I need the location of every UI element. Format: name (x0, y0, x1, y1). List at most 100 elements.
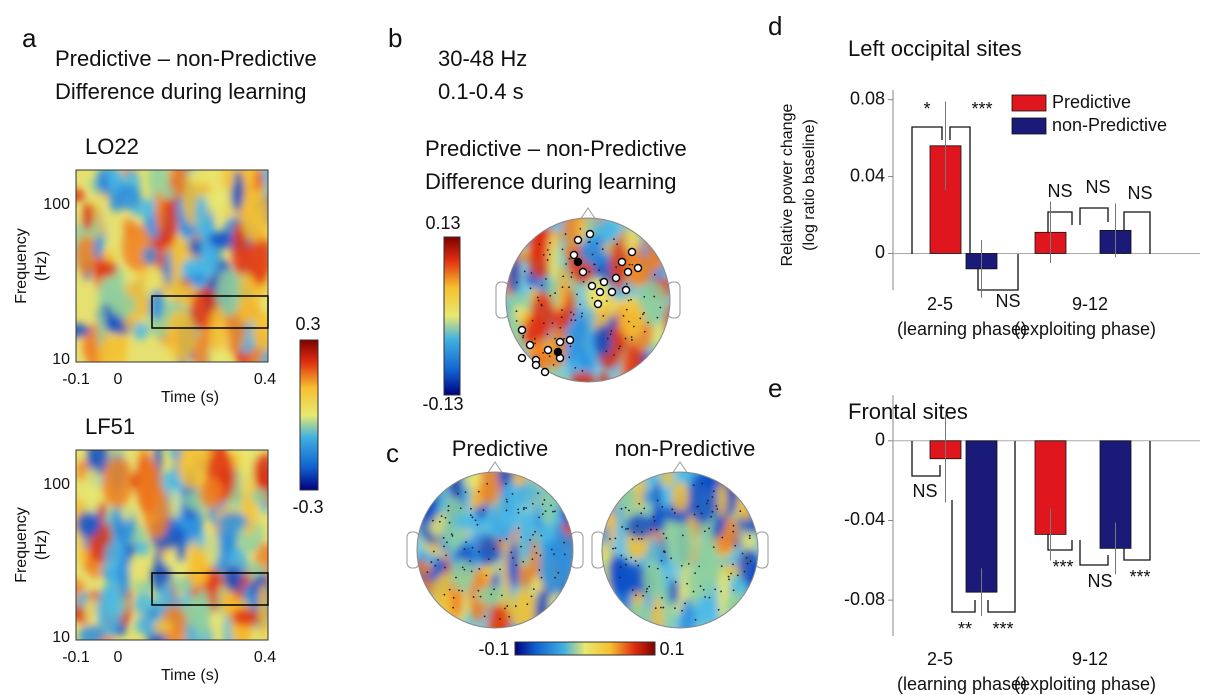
blob (201, 250, 210, 269)
sensor (628, 509, 630, 512)
sensor (620, 554, 623, 557)
significant-sensor (621, 285, 631, 295)
sensor (625, 283, 628, 285)
sensor (601, 248, 604, 251)
sensor (660, 606, 662, 609)
panel-label: e (768, 373, 782, 403)
sensor (598, 269, 600, 272)
head-outline (416, 471, 574, 629)
sensor (712, 546, 715, 549)
blob (215, 269, 241, 318)
panel-label: d (768, 11, 782, 41)
sensor (470, 570, 473, 573)
sensor (443, 545, 445, 548)
blob (593, 324, 613, 357)
significant-sensor (555, 337, 565, 347)
sensor (563, 541, 566, 544)
sensor (560, 316, 563, 319)
x-tick-label: 0 (114, 649, 123, 666)
sensor (653, 295, 656, 298)
sensor (593, 263, 595, 266)
significance-bracket (911, 441, 941, 477)
blob (506, 342, 515, 382)
sensor (602, 314, 605, 317)
x-tick-note: (learning phase) (897, 674, 1027, 694)
sensor (681, 534, 684, 537)
blob (252, 453, 268, 490)
blob (417, 472, 433, 509)
sensor (542, 253, 545, 256)
blob (602, 608, 615, 628)
blob (152, 619, 174, 635)
x-tick-label: 0.4 (254, 649, 276, 666)
sensor (711, 510, 714, 513)
sensor (674, 607, 676, 610)
x-tick-label: 9-12 (1072, 649, 1108, 669)
x-tick-label: 2-5 (927, 649, 953, 669)
sensor (574, 366, 577, 369)
y-axis-label: (log ratio baseline) (801, 119, 818, 251)
significant-sensor (569, 250, 579, 260)
sensor (711, 496, 714, 498)
sensor (628, 263, 631, 266)
colorbar-label: 0.1 (659, 639, 684, 659)
blob (609, 472, 633, 504)
blob (656, 342, 666, 361)
sensor (569, 345, 572, 348)
sensor (526, 603, 529, 606)
blob (600, 220, 619, 242)
sensor (451, 534, 454, 537)
sensor (614, 547, 617, 550)
blob (586, 306, 597, 363)
sensor (559, 326, 562, 329)
blob (740, 479, 757, 497)
blob (522, 360, 532, 382)
blob (102, 456, 134, 509)
sensor (440, 515, 443, 518)
sensor (532, 588, 535, 591)
significant-sensor (587, 281, 597, 291)
y-tick-label: 100 (43, 196, 70, 213)
significance-bracket (951, 500, 976, 613)
sensor (474, 519, 477, 522)
blob (611, 614, 621, 628)
blob (421, 599, 435, 628)
sensor (512, 557, 514, 559)
sensor (582, 280, 585, 283)
sensor (437, 558, 439, 561)
sensor (535, 552, 538, 554)
sensor (432, 550, 435, 553)
blob (186, 170, 218, 184)
significant-sensor (611, 273, 621, 283)
sensor (625, 563, 627, 566)
sensor (540, 303, 543, 306)
sensor (700, 512, 703, 515)
blob (218, 512, 248, 531)
significant-sensor (573, 257, 583, 267)
blob (417, 481, 439, 525)
sensor (542, 322, 545, 325)
sensor (540, 576, 543, 579)
blob (604, 594, 627, 628)
sensor (434, 564, 437, 567)
significant-sensor (617, 257, 627, 267)
sensor (499, 568, 501, 571)
blob (618, 299, 645, 339)
sensor (624, 337, 627, 340)
sensor (580, 315, 583, 318)
sensor (732, 563, 734, 566)
blob (154, 547, 163, 577)
blob (554, 472, 573, 502)
sensor (612, 354, 615, 356)
significance-bracket (1079, 207, 1109, 225)
blob (484, 510, 517, 538)
sensor (450, 533, 453, 536)
blob (561, 472, 573, 510)
blob (619, 472, 639, 491)
sensor (508, 615, 511, 618)
blob (223, 566, 243, 593)
blob (724, 608, 748, 628)
significant-sensor (607, 287, 617, 297)
sensor (642, 313, 644, 316)
sensor (730, 572, 732, 575)
